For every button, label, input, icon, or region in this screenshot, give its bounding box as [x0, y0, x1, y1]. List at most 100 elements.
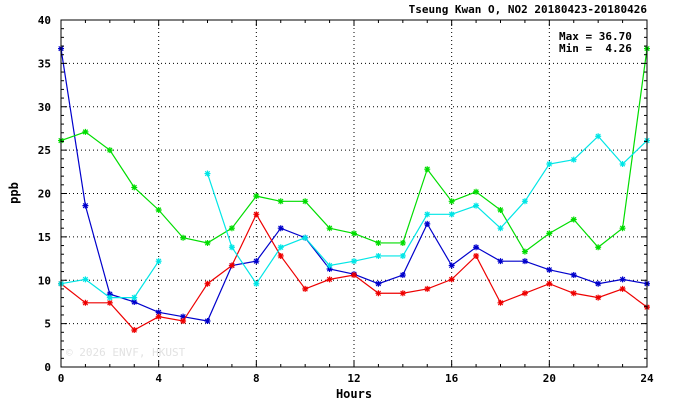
stats-min: Min = 4.26 [559, 42, 632, 55]
data-point [351, 230, 357, 237]
data-point [521, 248, 528, 255]
data-point [155, 313, 162, 320]
data-point [82, 128, 89, 135]
data-point [570, 290, 577, 297]
data-point [326, 265, 333, 272]
data-point [570, 156, 577, 163]
data-point [448, 211, 455, 218]
y-tick-label: 20 [38, 188, 51, 201]
data-point [399, 239, 406, 246]
data-point [82, 276, 89, 283]
chart-title: Tseung Kwan O, NO2 20180423-20180426 [409, 3, 648, 16]
x-tick-label: 8 [253, 372, 260, 385]
data-point [424, 220, 431, 227]
data-point [228, 262, 235, 269]
data-point [595, 280, 602, 287]
data-point [424, 285, 431, 292]
x-tick-label: 0 [58, 372, 65, 385]
data-point [131, 327, 138, 334]
data-point [326, 225, 333, 232]
data-point [82, 202, 89, 209]
data-point [106, 294, 113, 301]
data-point [131, 294, 138, 301]
data-point [521, 198, 528, 205]
data-point [277, 225, 284, 232]
data-point [131, 298, 138, 305]
data-point [473, 202, 480, 209]
data-point [228, 244, 235, 251]
data-point [204, 280, 211, 287]
data-point [106, 299, 113, 306]
data-point [106, 291, 113, 298]
data-point [351, 258, 357, 265]
grid [61, 20, 647, 367]
series-3 [58, 45, 650, 255]
data-point [619, 276, 626, 283]
series-group [58, 45, 650, 334]
x-axis-label: Hours [336, 387, 372, 401]
x-tick-label: 12 [347, 372, 360, 385]
data-point [595, 244, 602, 251]
data-point [375, 239, 382, 246]
data-point [131, 184, 138, 191]
data-point [180, 313, 187, 320]
data-point [155, 309, 162, 316]
data-point [375, 252, 382, 259]
data-point [619, 285, 626, 292]
data-point [448, 276, 455, 283]
watermark: © 2026 ENVF, HKUST [66, 346, 186, 359]
y-tick-label: 35 [38, 57, 51, 70]
data-point [277, 252, 284, 259]
data-point [204, 170, 211, 177]
watermark-group: © 2026 ENVF, HKUST [66, 346, 186, 359]
data-point [253, 211, 260, 218]
data-point [546, 266, 553, 273]
data-point [448, 198, 455, 205]
data-point [595, 294, 602, 301]
data-point [204, 239, 211, 246]
data-point [521, 290, 528, 297]
data-point [546, 161, 553, 168]
y-tick-label: 30 [38, 101, 51, 114]
y-axis-label: ppb [7, 182, 21, 204]
series-line [60, 48, 648, 253]
data-point [351, 272, 357, 279]
data-point [204, 318, 211, 325]
data-point [302, 198, 309, 205]
data-point [497, 299, 504, 306]
stats-max: Max = 36.70 [559, 30, 632, 43]
data-point [473, 188, 480, 195]
data-point [424, 211, 431, 218]
y-tick-label: 15 [38, 231, 51, 244]
y-tick-label: 25 [38, 144, 51, 157]
data-point [497, 206, 504, 213]
y-tick-label: 0 [44, 361, 51, 374]
data-point [546, 280, 553, 287]
y-tick-label: 10 [38, 274, 51, 287]
data-point [399, 272, 406, 279]
axes: 0 5 10 15 20 25 30 35 40 0 4 8 12 16 20 24 [38, 14, 654, 385]
data-point [497, 258, 504, 265]
data-point [180, 318, 187, 325]
data-point [253, 193, 260, 200]
x-tick-label: 20 [543, 372, 556, 385]
data-point [546, 230, 553, 237]
series-line [206, 135, 648, 285]
data-point [473, 252, 480, 259]
data-point [253, 280, 260, 287]
data-point [228, 225, 235, 232]
data-point [155, 258, 162, 265]
data-point [448, 262, 455, 269]
x-tick-label: 16 [445, 372, 459, 385]
data-point [277, 198, 284, 205]
y-tick-label: 5 [44, 318, 51, 331]
data-point [106, 147, 113, 154]
data-point [375, 280, 382, 287]
data-point [473, 244, 480, 251]
x-tick-label: 24 [640, 372, 654, 385]
data-point [277, 244, 284, 251]
data-point [619, 161, 626, 168]
data-point [302, 285, 309, 292]
data-point [570, 216, 577, 223]
